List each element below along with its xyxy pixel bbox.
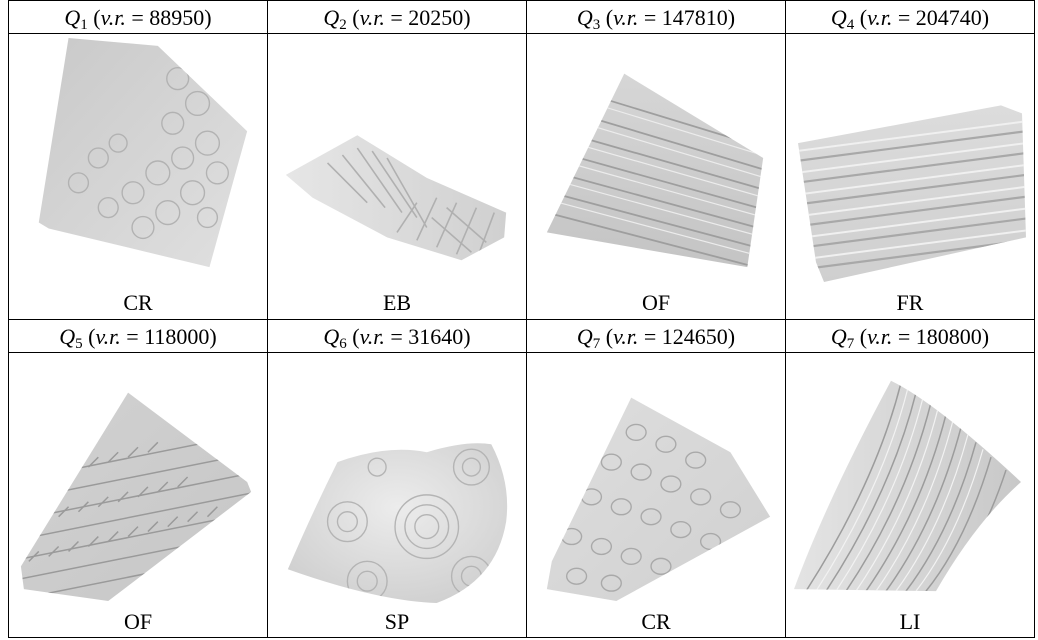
surface-patch <box>546 397 771 602</box>
cell-caption: Q3 (v.r. = 147810) <box>527 3 785 34</box>
surface-image <box>527 353 785 606</box>
cell-label: FR <box>896 290 924 315</box>
surface-image <box>786 353 1034 606</box>
figure-table: Q1 (v.r. = 88950) CR Q2 (v.r. = 20250) <box>8 0 1035 638</box>
cell-caption: Q7 (v.r. = 124650) <box>527 322 785 353</box>
cell-caption: Q1 (v.r. = 88950) <box>9 3 267 34</box>
surface-image <box>786 34 1034 287</box>
cell-q6: Q6 (v.r. = 31640) SP <box>268 320 527 638</box>
cell-q4: Q4 (v.r. = 204740) FR <box>786 1 1034 320</box>
cell-label: SP <box>384 609 410 634</box>
cell-label: OF <box>123 609 153 634</box>
cell-q5: Q5 (v.r. = 118000) OF <box>9 320 268 638</box>
surface-image <box>268 34 526 287</box>
cell-q2: Q2 (v.r. = 20250) EB <box>268 1 527 320</box>
cell-label: CR <box>641 609 671 634</box>
surface-patch <box>546 73 764 268</box>
cell-q3: Q3 (v.r. = 147810) OF <box>527 1 786 320</box>
cell-caption: Q5 (v.r. = 118000) <box>9 322 267 353</box>
surface-image <box>268 353 526 606</box>
cell-label: EB <box>382 290 412 315</box>
cell-q7-b: Q7 (v.r. = 180800) LI <box>786 320 1034 638</box>
surface-image <box>527 34 785 287</box>
cell-caption: Q7 (v.r. = 180800) <box>786 322 1034 353</box>
cell-label: LI <box>899 609 921 634</box>
surface-image <box>9 353 267 606</box>
cell-q1: Q1 (v.r. = 88950) CR <box>9 1 268 320</box>
surface-patch <box>38 37 248 268</box>
surface-patch <box>794 380 1021 592</box>
cell-label: CR <box>123 290 153 315</box>
cell-q7-a: Q7 (v.r. = 124650) CR <box>527 320 786 638</box>
surface-image <box>9 34 267 287</box>
surface-patch <box>285 135 507 261</box>
cell-caption: Q2 (v.r. = 20250) <box>268 3 526 34</box>
cell-caption: Q4 (v.r. = 204740) <box>786 3 1034 34</box>
surface-patch <box>287 443 508 604</box>
cell-caption: Q6 (v.r. = 31640) <box>268 322 526 353</box>
cell-label: OF <box>641 290 671 315</box>
